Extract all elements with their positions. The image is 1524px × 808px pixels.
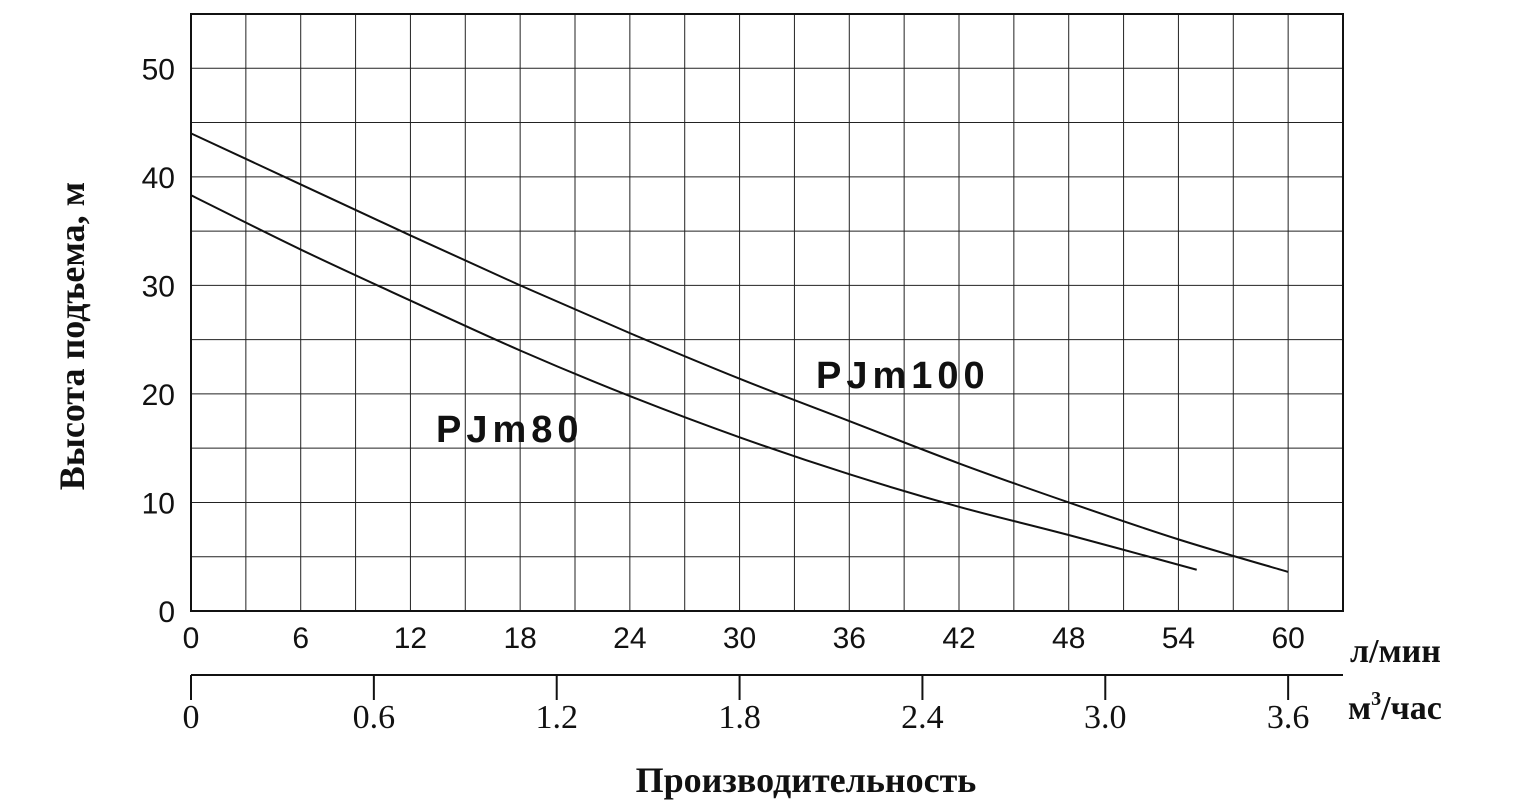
x-tick-label: 54 xyxy=(1162,622,1195,655)
x-tick-labels: 0 6 12 18 24 30 36 42 48 54 60 xyxy=(183,622,1305,655)
x2-unit-label: м3/час xyxy=(1348,688,1442,727)
series-line-pjm80 xyxy=(190,194,1197,571)
x2-unit-main: м xyxy=(1348,690,1371,727)
x2-unit-sup: 3 xyxy=(1371,688,1381,710)
x-tick-label: 12 xyxy=(394,622,427,655)
x-tick-label: 30 xyxy=(723,622,756,655)
x2-tick-label: 0.6 xyxy=(353,699,396,736)
x2-tick-label: 0 xyxy=(183,699,200,736)
x-tick-label: 60 xyxy=(1271,622,1304,655)
series-label-pjm80: PJm80 xyxy=(436,409,584,451)
plot-frame xyxy=(190,13,1344,612)
grid xyxy=(191,13,1343,611)
x2-tick-label: 1.2 xyxy=(535,699,578,736)
x-axis-title: Производительность xyxy=(636,760,977,800)
x-tick-label: 42 xyxy=(942,622,975,655)
x-tick-label: 0 xyxy=(183,622,200,655)
series-line-pjm100 xyxy=(190,132,1289,573)
x-tick-label: 36 xyxy=(833,622,866,655)
x-tick-label: 6 xyxy=(292,622,309,655)
x-tick-label: 18 xyxy=(503,622,536,655)
x2-tick-label: 1.8 xyxy=(718,699,761,736)
y-tick-label: 50 xyxy=(142,53,175,86)
x-tick-label: 24 xyxy=(613,622,646,655)
series-curves xyxy=(190,132,1289,573)
y-tick-label: 30 xyxy=(142,270,175,303)
secondary-x-ticks: 0 0.6 1.2 1.8 2.4 3.0 3.6 xyxy=(183,675,1310,736)
y-axis-title: Высота подъема, м xyxy=(52,182,92,490)
x2-tick-label: 2.4 xyxy=(901,699,944,736)
y-tick-label: 0 xyxy=(158,596,175,629)
x-tick-label: 48 xyxy=(1052,622,1085,655)
y-tick-label: 20 xyxy=(142,379,175,412)
x2-tick-label: 3.0 xyxy=(1084,699,1127,736)
x2-unit-tail: /час xyxy=(1380,690,1442,727)
series-label-pjm100: PJm100 xyxy=(816,355,990,397)
y-tick-label: 40 xyxy=(142,162,175,195)
y-tick-label: 10 xyxy=(142,487,175,520)
x2-tick-label: 3.6 xyxy=(1267,699,1310,736)
x-unit-label: л/мин xyxy=(1350,633,1441,670)
y-tick-labels: 0 10 20 30 40 50 xyxy=(142,53,175,629)
